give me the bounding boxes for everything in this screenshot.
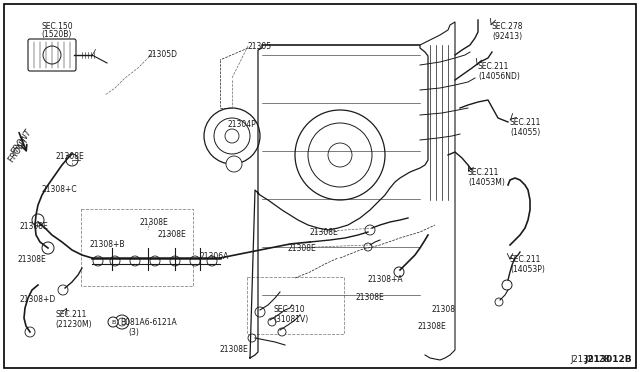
Text: 21306A: 21306A <box>200 252 229 261</box>
Text: 21308+D: 21308+D <box>20 295 56 304</box>
Circle shape <box>150 256 160 266</box>
Text: FRONT: FRONT <box>10 128 34 156</box>
Circle shape <box>204 108 260 164</box>
FancyBboxPatch shape <box>28 39 76 71</box>
Circle shape <box>118 318 126 326</box>
Text: 21308: 21308 <box>432 305 456 314</box>
Text: 21304P: 21304P <box>228 120 257 129</box>
Text: SEC.211: SEC.211 <box>468 168 499 177</box>
Text: 21308E: 21308E <box>220 345 249 354</box>
Circle shape <box>25 327 35 337</box>
Circle shape <box>32 214 44 226</box>
Circle shape <box>190 256 200 266</box>
Circle shape <box>502 280 512 290</box>
Text: (14056ND): (14056ND) <box>478 72 520 81</box>
Circle shape <box>43 46 61 64</box>
Text: SEC.310: SEC.310 <box>273 305 305 314</box>
Text: (14055): (14055) <box>510 128 540 137</box>
Text: B081A6-6121A: B081A6-6121A <box>120 318 177 327</box>
Text: 21308E: 21308E <box>20 222 49 231</box>
Text: 21308E: 21308E <box>355 293 384 302</box>
Text: 21308E: 21308E <box>310 228 339 237</box>
Text: SEC.211: SEC.211 <box>55 310 86 319</box>
Text: J213012B: J213012B <box>570 355 610 364</box>
Circle shape <box>248 334 256 342</box>
Circle shape <box>308 123 372 187</box>
Circle shape <box>108 317 118 327</box>
Circle shape <box>278 328 286 336</box>
Text: (31081V): (31081V) <box>273 315 308 324</box>
Text: SEC.278: SEC.278 <box>492 22 524 31</box>
Text: 21305D: 21305D <box>148 50 178 59</box>
Circle shape <box>225 129 239 143</box>
Text: J213012B: J213012B <box>584 355 632 364</box>
Circle shape <box>394 267 404 277</box>
Circle shape <box>110 256 120 266</box>
Text: (21230M): (21230M) <box>55 320 92 329</box>
Circle shape <box>207 256 217 266</box>
Text: (92413): (92413) <box>492 32 522 41</box>
Text: 21308E: 21308E <box>158 230 187 239</box>
Text: (14053M): (14053M) <box>468 178 505 187</box>
Circle shape <box>115 315 129 329</box>
Circle shape <box>214 118 250 154</box>
Circle shape <box>42 242 54 254</box>
Circle shape <box>58 285 68 295</box>
Circle shape <box>268 318 276 326</box>
Text: 21308E: 21308E <box>55 152 84 161</box>
Circle shape <box>226 156 242 172</box>
Text: SEC.211: SEC.211 <box>478 62 509 71</box>
Circle shape <box>170 256 180 266</box>
Circle shape <box>93 256 103 266</box>
Text: FRONT: FRONT <box>6 135 30 164</box>
Text: 21308+A: 21308+A <box>368 275 404 284</box>
Text: (14053P): (14053P) <box>510 265 545 274</box>
Text: B: B <box>111 320 115 324</box>
Text: 21305: 21305 <box>248 42 272 51</box>
Text: 21308E: 21308E <box>288 244 317 253</box>
Text: SEC.211: SEC.211 <box>510 255 541 264</box>
Text: 21308E: 21308E <box>140 218 169 227</box>
Text: 21308E: 21308E <box>418 322 447 331</box>
Text: (3): (3) <box>128 328 139 337</box>
Circle shape <box>255 307 265 317</box>
Circle shape <box>495 298 503 306</box>
Text: SEC.150: SEC.150 <box>41 22 73 31</box>
Text: 21308+C: 21308+C <box>42 185 77 194</box>
Circle shape <box>364 243 372 251</box>
Text: (1520B): (1520B) <box>42 30 72 39</box>
Text: 21308+B: 21308+B <box>90 240 125 249</box>
Circle shape <box>295 110 385 200</box>
Circle shape <box>365 225 375 235</box>
Text: 21308E: 21308E <box>18 255 47 264</box>
Text: SEC.211: SEC.211 <box>510 118 541 127</box>
Circle shape <box>130 256 140 266</box>
Circle shape <box>328 143 352 167</box>
Circle shape <box>66 154 78 166</box>
